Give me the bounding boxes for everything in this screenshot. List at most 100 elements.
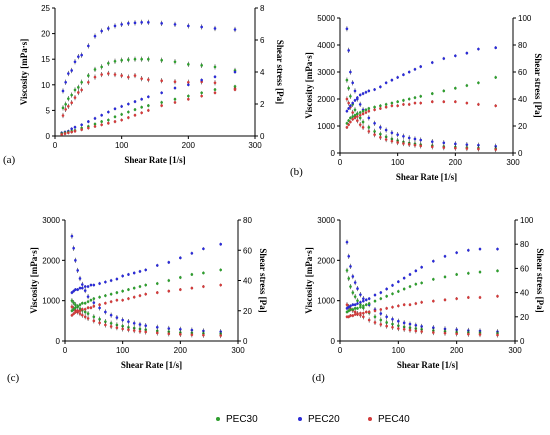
stress-point-pec30	[396, 100, 399, 103]
stress-point-pec30	[113, 115, 117, 119]
viscosity-point-pec30	[373, 130, 376, 133]
stress-point-pec20	[155, 264, 159, 267]
stress-point-pec30	[379, 297, 383, 300]
stress-point-pec40	[73, 129, 77, 133]
stress-point-pec40	[67, 131, 70, 135]
y-tick-label: 2000	[42, 256, 60, 265]
stress-point-pec20	[190, 251, 194, 255]
stress-point-pec20	[364, 90, 368, 94]
stress-point-pec40	[202, 285, 205, 288]
viscosity-point-pec30	[347, 86, 350, 90]
stress-point-pec40	[430, 100, 434, 103]
y2-tick-label: 40	[243, 277, 252, 286]
viscosity-point-pec20	[477, 143, 480, 147]
stress-point-pec40	[144, 292, 148, 296]
viscosity-point-pec20	[81, 283, 84, 286]
stress-point-pec20	[120, 105, 123, 108]
viscosity-point-pec40	[413, 143, 417, 147]
stress-point-pec30	[367, 107, 371, 110]
viscosity-point-pec30	[61, 106, 65, 110]
stress-point-pec20	[402, 276, 406, 280]
x-tick-label: 0	[53, 141, 58, 150]
viscosity-point-pec30	[64, 102, 67, 106]
viscosity-point-pec20	[144, 324, 148, 327]
viscosity-point-pec20	[351, 275, 355, 278]
stress-point-pec40	[353, 313, 357, 316]
stress-point-pec30	[92, 297, 96, 300]
viscosity-point-pec20	[140, 21, 143, 24]
viscosity-point-pec30	[160, 58, 163, 62]
viscosity-point-pec30	[385, 321, 388, 324]
viscosity-point-pec40	[190, 333, 194, 337]
viscosity-point-pec40	[367, 130, 371, 133]
stress-point-pec20	[420, 265, 423, 269]
stress-point-pec20	[477, 47, 480, 51]
viscosity-point-pec40	[345, 97, 349, 101]
viscosity-point-pec30	[367, 126, 371, 129]
stress-point-pec20	[465, 51, 469, 55]
stress-point-pec30	[402, 287, 406, 291]
stress-point-pec30	[359, 305, 362, 309]
viscosity-point-pec30	[345, 78, 349, 82]
stress-point-pec40	[98, 303, 101, 307]
x-tick-label: 300	[231, 346, 245, 355]
viscosity-point-pec20	[390, 131, 394, 135]
viscosity-point-pec20	[373, 122, 376, 125]
stress-point-pec20	[358, 93, 362, 97]
y-tick-label: 3000	[317, 68, 335, 77]
y-tick-label: 0	[331, 337, 336, 346]
viscosity-point-pec20	[160, 22, 163, 25]
viscosity-point-pec40	[133, 74, 137, 77]
stress-point-pec30	[373, 105, 376, 109]
viscosity-point-pec20	[77, 55, 80, 58]
stress-point-pec20	[385, 287, 388, 291]
stress-point-pec20	[353, 303, 357, 307]
x-tick-label: 100	[391, 158, 405, 167]
stress-point-pec20	[408, 273, 412, 276]
stress-point-pec20	[356, 96, 359, 99]
stress-point-pec20	[362, 299, 365, 303]
y-tick-label: 20	[41, 30, 50, 39]
stress-point-pec40	[72, 312, 75, 316]
viscosity-point-pec20	[107, 27, 110, 30]
stress-point-pec30	[373, 299, 377, 303]
stress-point-pec30	[349, 116, 352, 120]
stress-point-pec30	[120, 113, 123, 116]
y-tick-label: 1000	[42, 297, 60, 306]
stress-point-pec20	[107, 110, 110, 114]
stress-point-pec30	[72, 307, 75, 311]
stress-point-pec20	[384, 81, 388, 85]
viscosity-point-pec20	[391, 317, 394, 321]
y2-tick-label: 0	[260, 132, 265, 141]
viscosity-point-pec40	[219, 334, 222, 337]
viscosity-point-pec30	[121, 324, 124, 328]
viscosity-point-pec40	[432, 331, 435, 334]
viscosity-point-pec20	[138, 323, 142, 326]
stress-point-pec40	[190, 286, 194, 290]
x-tick-label: 300	[506, 158, 520, 167]
viscosity-point-pec20	[347, 49, 350, 52]
stress-point-pec40	[70, 130, 73, 134]
stress-point-pec20	[89, 283, 93, 287]
stress-point-pec40	[127, 297, 130, 300]
viscosity-point-pec40	[402, 328, 406, 331]
viscosity-point-pec30	[362, 306, 365, 310]
viscosity-point-pec30	[109, 321, 113, 325]
viscosity-point-pec30	[358, 116, 362, 120]
viscosity-point-pec30	[100, 65, 103, 69]
stress-point-pec30	[419, 95, 423, 98]
viscosity-point-pec40	[361, 126, 365, 129]
y2-tick-label: 60	[520, 264, 529, 273]
stress-point-pec30	[397, 290, 400, 293]
viscosity-point-pec30	[379, 132, 382, 136]
stress-point-pec30	[361, 109, 365, 113]
stress-point-pec20	[147, 95, 150, 99]
viscosity-point-pec40	[465, 147, 469, 150]
stress-point-pec30	[202, 271, 205, 275]
stress-point-pec20	[74, 288, 77, 291]
y-tick-label: 0	[56, 337, 61, 346]
viscosity-point-pec20	[358, 103, 362, 106]
viscosity-point-pec20	[359, 293, 362, 296]
viscosity-point-pec40	[379, 323, 383, 326]
